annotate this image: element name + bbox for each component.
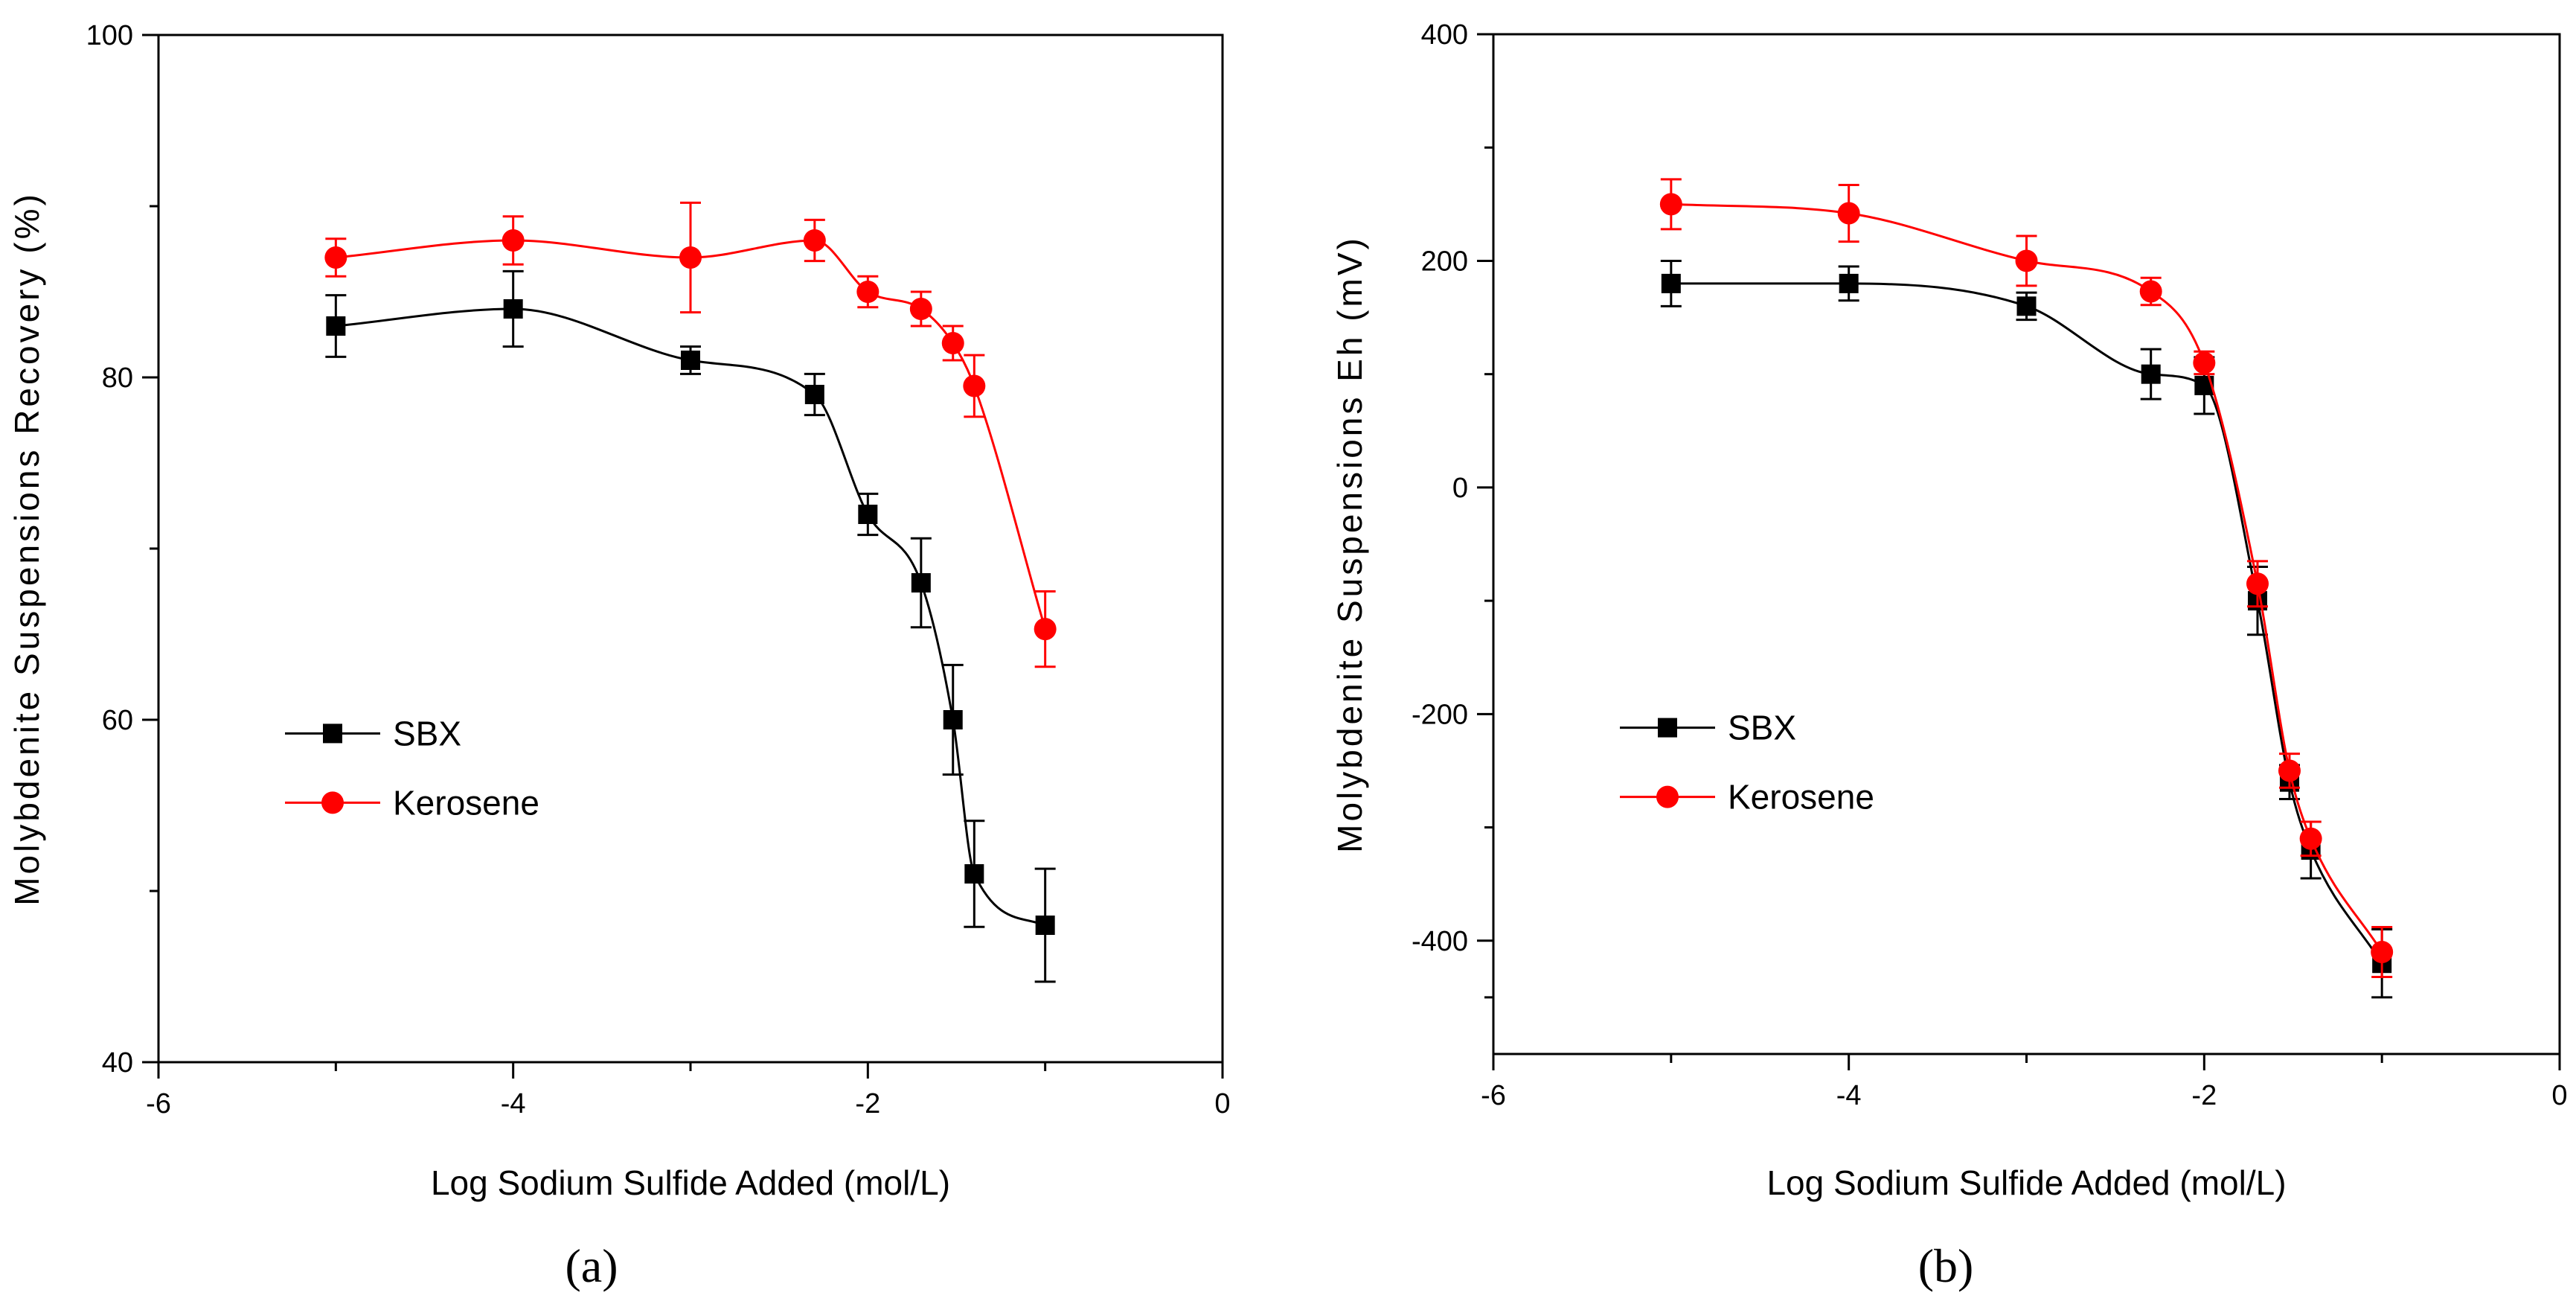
series-kerosene [324,201,1057,668]
x-axis-label: Log Sodium Sulfide Added (mol/L) [1766,1163,2286,1202]
panel-b: -6 -4 -2 0 -400 -200 0 200 400 Log Sodium Sulfide… [1330,19,2568,1292]
data-point [858,505,878,524]
y-tick-label: 60 [102,705,133,736]
data-point [2278,759,2301,782]
panel-label: (a) [565,1239,618,1292]
x-tick-label: -4 [501,1088,526,1119]
legend-item: Kerosene [1620,778,1874,817]
y-tick-label: 80 [102,362,133,394]
data-point [326,316,346,336]
y-tick-label: 400 [1421,19,1468,51]
data-point [963,374,986,397]
data-point [1034,618,1057,641]
series-kerosene [1659,178,2394,978]
y-tick-label: 100 [86,20,133,51]
data-point [2015,249,2038,272]
legend-label: Kerosene [393,783,539,822]
x-tick-label: -6 [1481,1080,1506,1111]
data-point [909,298,932,320]
legend-marker [321,791,344,814]
y-tick-label: -200 [1412,699,1468,730]
y-axis-label: Molybdenite Suspensions Recovery (%) [7,191,46,906]
data-point [941,332,964,354]
legend-marker [1658,718,1677,738]
data-point [856,281,880,303]
y-axis-label: Molybdenite Suspensions Eh (mV) [1330,235,1369,853]
legend-marker [1656,785,1679,808]
data-point [1659,193,1682,216]
x-tick-label: 0 [2551,1080,2567,1111]
data-point [2139,280,2162,303]
data-point [1837,202,1860,225]
legend-label: SBX [393,714,461,753]
legend-label: SBX [1728,709,1796,747]
x-axis-label: Log Sodium Sulfide Added (mol/L) [431,1163,950,1202]
data-point [943,710,963,729]
y-tick-label: 200 [1421,246,1468,277]
data-point [2371,941,2394,963]
data-point [803,229,826,252]
series-sbx [325,269,1056,983]
y-tick-label: 40 [102,1047,133,1079]
x-tick-label: -2 [855,1088,880,1119]
data-point [2016,296,2037,316]
legend-label: Kerosene [1728,778,1874,817]
x-tick-label: -6 [146,1088,171,1119]
legend-item: Kerosene [285,783,539,822]
x-tick-label: -2 [2191,1080,2217,1111]
data-point [503,299,523,319]
panel-label: (b) [1918,1239,1974,1292]
data-point [502,229,525,252]
y-tick-label: 0 [1452,473,1468,504]
legend-item: SBX [1620,709,1796,747]
data-point [681,351,700,370]
legend-marker [323,724,342,744]
data-point [1839,273,1859,293]
data-point [964,864,984,884]
data-point [804,385,824,404]
panel-a: -6 -4 -2 0 40 60 80 100 Log Sodium Sulfide Added… [7,20,1231,1292]
data-point [2193,351,2216,374]
data-point [2299,827,2322,850]
data-point [1035,916,1055,935]
data-point [679,246,702,269]
x-tick-label: -4 [1836,1080,1862,1111]
legend-item: SBX [285,714,461,753]
data-point [324,246,347,269]
data-point [911,573,931,592]
data-point [1661,273,1681,293]
y-tick-label: -400 [1412,926,1468,957]
data-point [2141,364,2161,384]
x-tick-label: 0 [1214,1088,1230,1119]
data-point [2246,572,2269,595]
